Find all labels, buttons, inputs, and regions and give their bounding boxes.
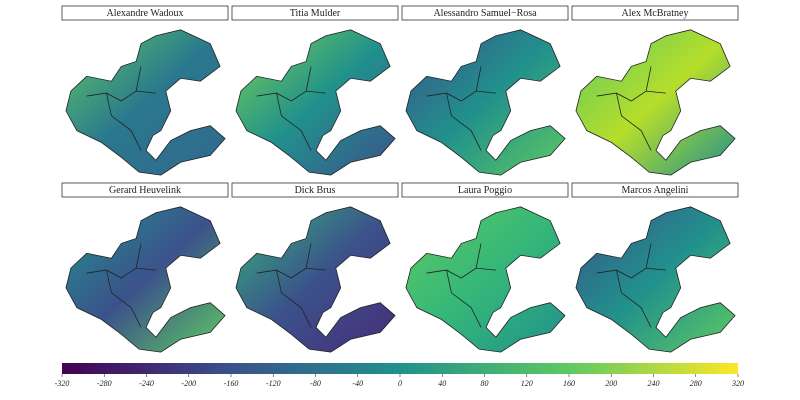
colorbar-tick-label: -80 bbox=[310, 379, 321, 388]
colorbar-tick-label: 320 bbox=[731, 379, 744, 388]
panel-title: Alexandre Wadoux bbox=[106, 8, 183, 19]
panel-title-box bbox=[571, 182, 739, 198]
colorbar-tick-label: -320 bbox=[55, 379, 70, 388]
map bbox=[65, 29, 226, 176]
panel-title: Marcos Angelini bbox=[622, 185, 689, 196]
panel-title-box bbox=[571, 5, 739, 21]
panel-title-box bbox=[61, 182, 229, 198]
map bbox=[405, 206, 566, 353]
colorbar-tick-label: 160 bbox=[563, 379, 575, 388]
colorbar-tick-label: 0 bbox=[398, 379, 402, 388]
panel-title: Alessandro Samuel−Rosa bbox=[433, 8, 537, 19]
colorbar-tick-label: 40 bbox=[438, 379, 446, 388]
map bbox=[235, 29, 396, 176]
panel-title-box bbox=[401, 182, 569, 198]
panel-title-box bbox=[231, 182, 399, 198]
colorbar-tick-label: 80 bbox=[481, 379, 489, 388]
panel-title-box bbox=[231, 5, 399, 21]
colorbar-tick-label: -40 bbox=[352, 379, 363, 388]
colorbar-tick-label: -280 bbox=[97, 379, 112, 388]
colorbar-tick-label: 240 bbox=[648, 379, 660, 388]
colorbar-tick-label: -160 bbox=[224, 379, 239, 388]
colorbar-tick-label: 280 bbox=[690, 379, 702, 388]
colorbar-tick-label: -120 bbox=[266, 379, 281, 388]
colorbar-tick-label: 200 bbox=[605, 379, 617, 388]
map bbox=[65, 206, 226, 353]
colorbar bbox=[62, 363, 738, 374]
map bbox=[405, 29, 566, 176]
panel-title: Titia Mulder bbox=[290, 8, 341, 19]
panel-title: Gerard Heuvelink bbox=[109, 185, 181, 196]
map bbox=[575, 206, 736, 353]
panel-title-box bbox=[61, 5, 229, 21]
map bbox=[235, 206, 396, 353]
colorbar-tick-label: -240 bbox=[139, 379, 154, 388]
panel-title: Alex McBratney bbox=[622, 8, 689, 19]
panel-title: Dick Brus bbox=[295, 185, 336, 196]
map bbox=[575, 29, 736, 176]
colorbar-tick-label: 120 bbox=[521, 379, 533, 388]
panel-title-box bbox=[401, 5, 569, 21]
panel-title: Laura Poggio bbox=[458, 185, 512, 196]
colorbar-tick-label: -200 bbox=[181, 379, 196, 388]
